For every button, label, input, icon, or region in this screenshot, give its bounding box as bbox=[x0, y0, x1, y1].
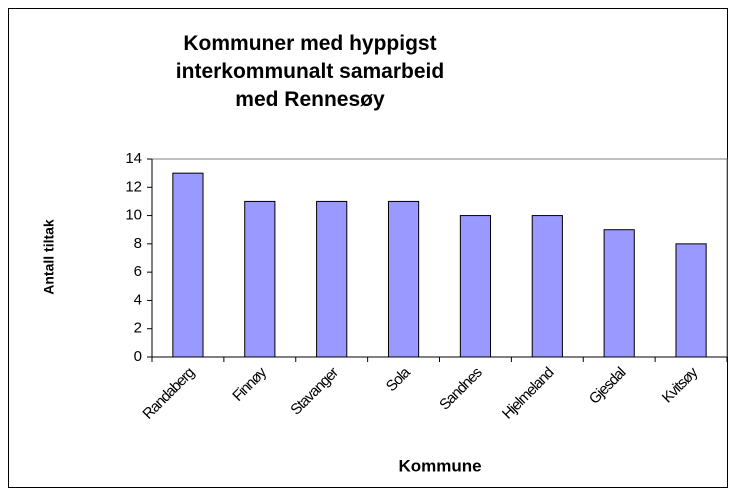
x-tick-label: Hjelmeland bbox=[499, 364, 557, 422]
y-tick-label: 14 bbox=[125, 150, 142, 167]
x-tick-label: Sandnes bbox=[436, 364, 485, 413]
y-tick-label: 12 bbox=[125, 178, 142, 195]
bar bbox=[316, 200, 348, 358]
bar bbox=[172, 172, 204, 358]
y-tick-label: 6 bbox=[134, 263, 142, 280]
y-tick-label: 8 bbox=[134, 235, 142, 252]
y-tick-label: 0 bbox=[134, 348, 142, 365]
bar bbox=[459, 215, 492, 358]
bar bbox=[531, 215, 563, 358]
x-axis-label: Kommune bbox=[398, 456, 481, 475]
y-axis-label: Antall tiltak bbox=[41, 219, 57, 295]
y-tick-label: 10 bbox=[125, 207, 142, 224]
bar bbox=[387, 200, 420, 358]
x-tick-label: Sola bbox=[383, 363, 415, 395]
y-tick-label: 2 bbox=[134, 320, 142, 337]
x-tick-label: Stavanger bbox=[287, 364, 342, 419]
x-tick-label: Randaberg bbox=[139, 364, 198, 423]
y-tick-label: 4 bbox=[134, 291, 142, 308]
bar bbox=[675, 243, 707, 358]
bar bbox=[603, 229, 635, 358]
bar bbox=[244, 200, 276, 358]
chart-title: Kommuner med hyppigst interkommunalt sam… bbox=[175, 32, 445, 111]
x-tick-label: Gjesdal bbox=[586, 364, 630, 408]
plot-area bbox=[151, 158, 728, 358]
x-tick-label: Finnøy bbox=[229, 364, 270, 405]
x-tick-label: Kvitsøy bbox=[659, 364, 702, 407]
